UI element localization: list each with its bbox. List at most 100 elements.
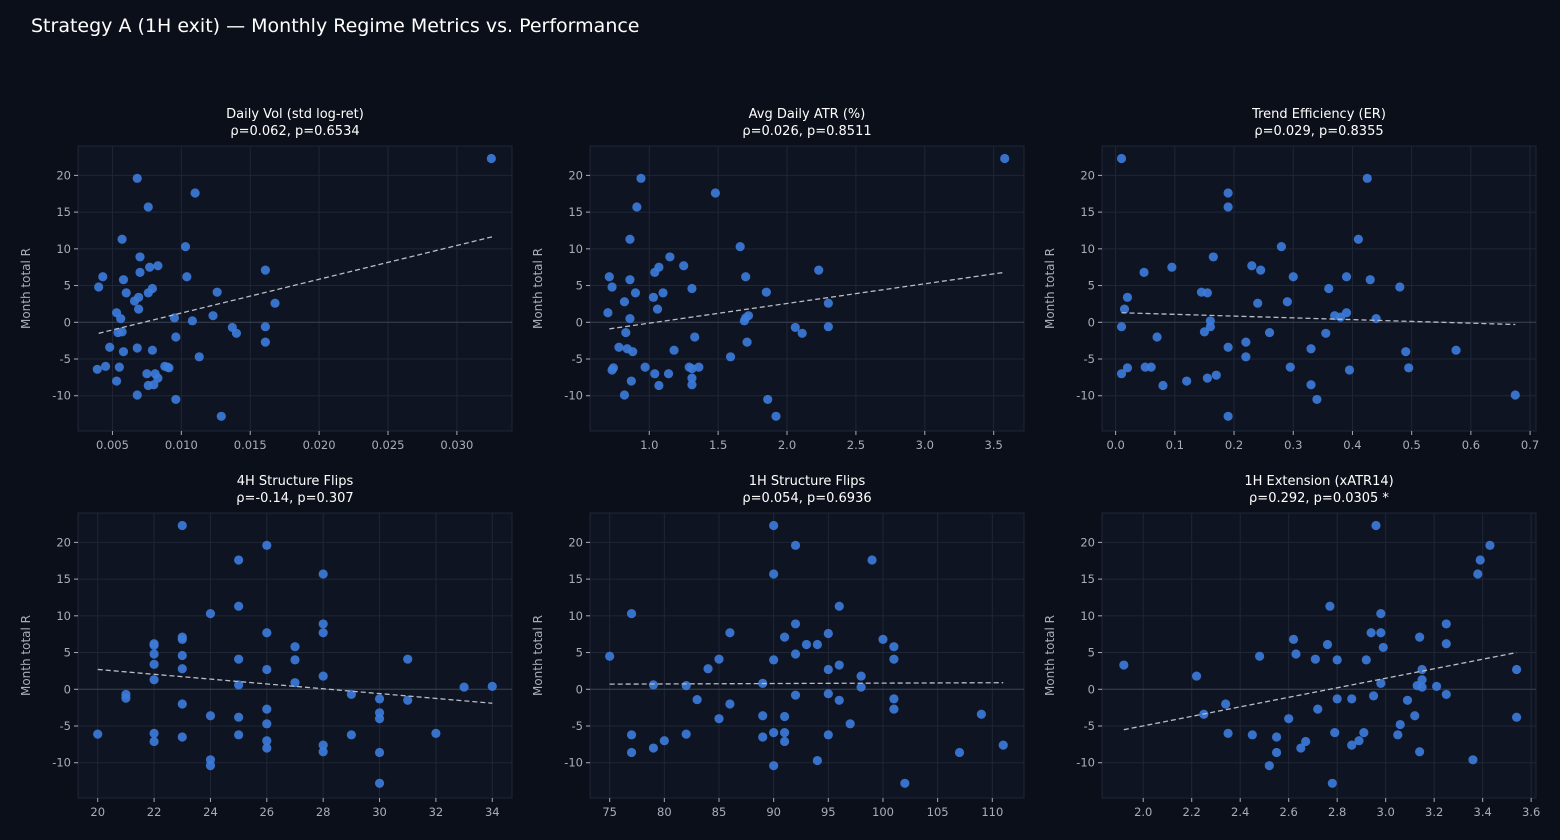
panel-5-point <box>626 730 637 740</box>
panel-1-point <box>169 313 180 323</box>
panel-3-point <box>1208 252 1218 262</box>
panel-6-point <box>1410 711 1420 721</box>
panel-4-point <box>290 678 300 688</box>
panel-2-point <box>650 267 660 277</box>
panel-6-y-axis-label: Month total R <box>1043 615 1057 696</box>
panel-1-point <box>118 275 129 285</box>
panel-6-point <box>1378 642 1388 653</box>
panel-2-point <box>625 234 635 244</box>
panel-4-point <box>262 736 272 746</box>
panel-6-point <box>1441 689 1451 700</box>
panel-6-x-tick-label: 3.2 <box>1425 805 1443 819</box>
panel-2-point <box>735 242 745 252</box>
panel-3-x-tick-label: 0.0 <box>1106 438 1124 452</box>
panel-3-y-tick-label: 20 <box>1080 168 1095 182</box>
panel-5-point <box>681 681 691 691</box>
panel-6-point <box>1301 736 1311 747</box>
panel-3-point <box>1341 272 1352 282</box>
panel-5-point <box>823 730 833 740</box>
figure-title: Strategy A (1H exit) — Monthly Regime Me… <box>31 15 640 37</box>
panel-3-point <box>1253 298 1263 308</box>
panel-6-y-tick-label: -10 <box>1076 756 1095 770</box>
panel-2-x-tick-label: 3.5 <box>985 438 1003 452</box>
panel-2-point <box>741 272 751 282</box>
panel-1-x-tick-label: 0.015 <box>234 438 267 452</box>
panel-4-point <box>290 655 300 665</box>
panel-4-point <box>318 569 328 579</box>
panel-3-point <box>1241 352 1251 362</box>
panel-1-point <box>180 242 191 252</box>
panel-6-x-tick-label: 3.0 <box>1377 805 1395 819</box>
panel-2-point <box>687 363 697 374</box>
panel-4-point <box>262 540 272 550</box>
panel-5-point <box>812 639 822 650</box>
panel-4-point <box>318 619 328 629</box>
panel-4-point <box>403 695 413 705</box>
panel-5-point <box>823 628 833 639</box>
panel-5-point <box>856 682 866 692</box>
panel-4-point <box>205 711 216 721</box>
panel-5-point <box>998 740 1008 750</box>
panel-6-point <box>1271 732 1282 742</box>
panel-6-point <box>1431 681 1442 691</box>
panel-1-point <box>135 267 145 277</box>
panel-1-point <box>142 369 152 379</box>
panel-4-point <box>121 693 131 703</box>
panel-1-plot-area <box>77 145 513 432</box>
panel-5-x-tick-label: 75 <box>602 805 617 819</box>
panel-1-point <box>164 363 174 373</box>
panel-4-point <box>177 664 187 674</box>
panel-1-point <box>486 153 496 164</box>
panel-3-y-tick-label: -5 <box>1084 352 1095 366</box>
panel-4-point <box>149 675 159 685</box>
panel-4-point <box>234 654 244 664</box>
panel-5-point <box>834 601 844 611</box>
panel-1-point <box>171 332 181 342</box>
panel-2-point <box>621 327 631 338</box>
panel-1-point <box>118 347 129 357</box>
panel-6-point <box>1264 761 1274 771</box>
panel-5-y-tick-label: 10 <box>568 609 583 623</box>
panel-4-point <box>234 555 244 565</box>
panel-1-point <box>117 234 127 244</box>
panel-6-point <box>1475 555 1485 565</box>
panel-4-point <box>177 650 187 661</box>
panel-2-point <box>630 288 641 298</box>
panel-2-stats: ρ=0.026, p=0.8511 <box>742 124 871 139</box>
panel-2-title: Avg Daily ATR (%) <box>749 107 866 122</box>
panel-2-point <box>665 252 675 262</box>
panel-4-point <box>318 671 328 681</box>
panel-5-point <box>790 540 801 550</box>
panel-5-point <box>681 729 691 739</box>
panel-1-point <box>182 272 192 282</box>
panel-3-point <box>1158 380 1168 391</box>
panel-6-point <box>1191 671 1202 681</box>
panel-3-point <box>1167 262 1177 272</box>
panel-3-point <box>1241 337 1251 347</box>
panel-1-point <box>129 296 140 306</box>
panel-1-point <box>132 343 142 353</box>
panel-6-point <box>1359 728 1369 738</box>
panel-6-y-tick-label: 20 <box>1080 535 1095 549</box>
panel-4-x-tick-label: 28 <box>316 805 331 819</box>
panel-6-point <box>1376 609 1386 619</box>
panel-4-point <box>374 747 385 758</box>
panel-2-plot-area <box>589 145 1025 432</box>
panel-1-point <box>187 316 197 326</box>
panel-3-y-tick-label: 5 <box>1088 279 1095 293</box>
panel-1-point <box>190 188 200 198</box>
panel-3-point <box>1116 153 1127 164</box>
panel-4-point <box>318 747 328 757</box>
panel-2-point <box>663 369 674 379</box>
panel-3-point <box>1510 390 1520 400</box>
panel-3-point <box>1312 394 1322 405</box>
panel-3-point <box>1211 370 1221 380</box>
panel-2-point <box>628 347 638 357</box>
panel-1-y-tick-label: 5 <box>64 279 71 293</box>
panel-4-x-tick-label: 34 <box>485 805 500 819</box>
panel-6-point <box>1291 649 1301 659</box>
panel-5-point <box>779 728 790 738</box>
panel-4-point <box>262 704 272 714</box>
panel-1-point <box>153 261 163 271</box>
panel-3-point <box>1256 265 1266 275</box>
